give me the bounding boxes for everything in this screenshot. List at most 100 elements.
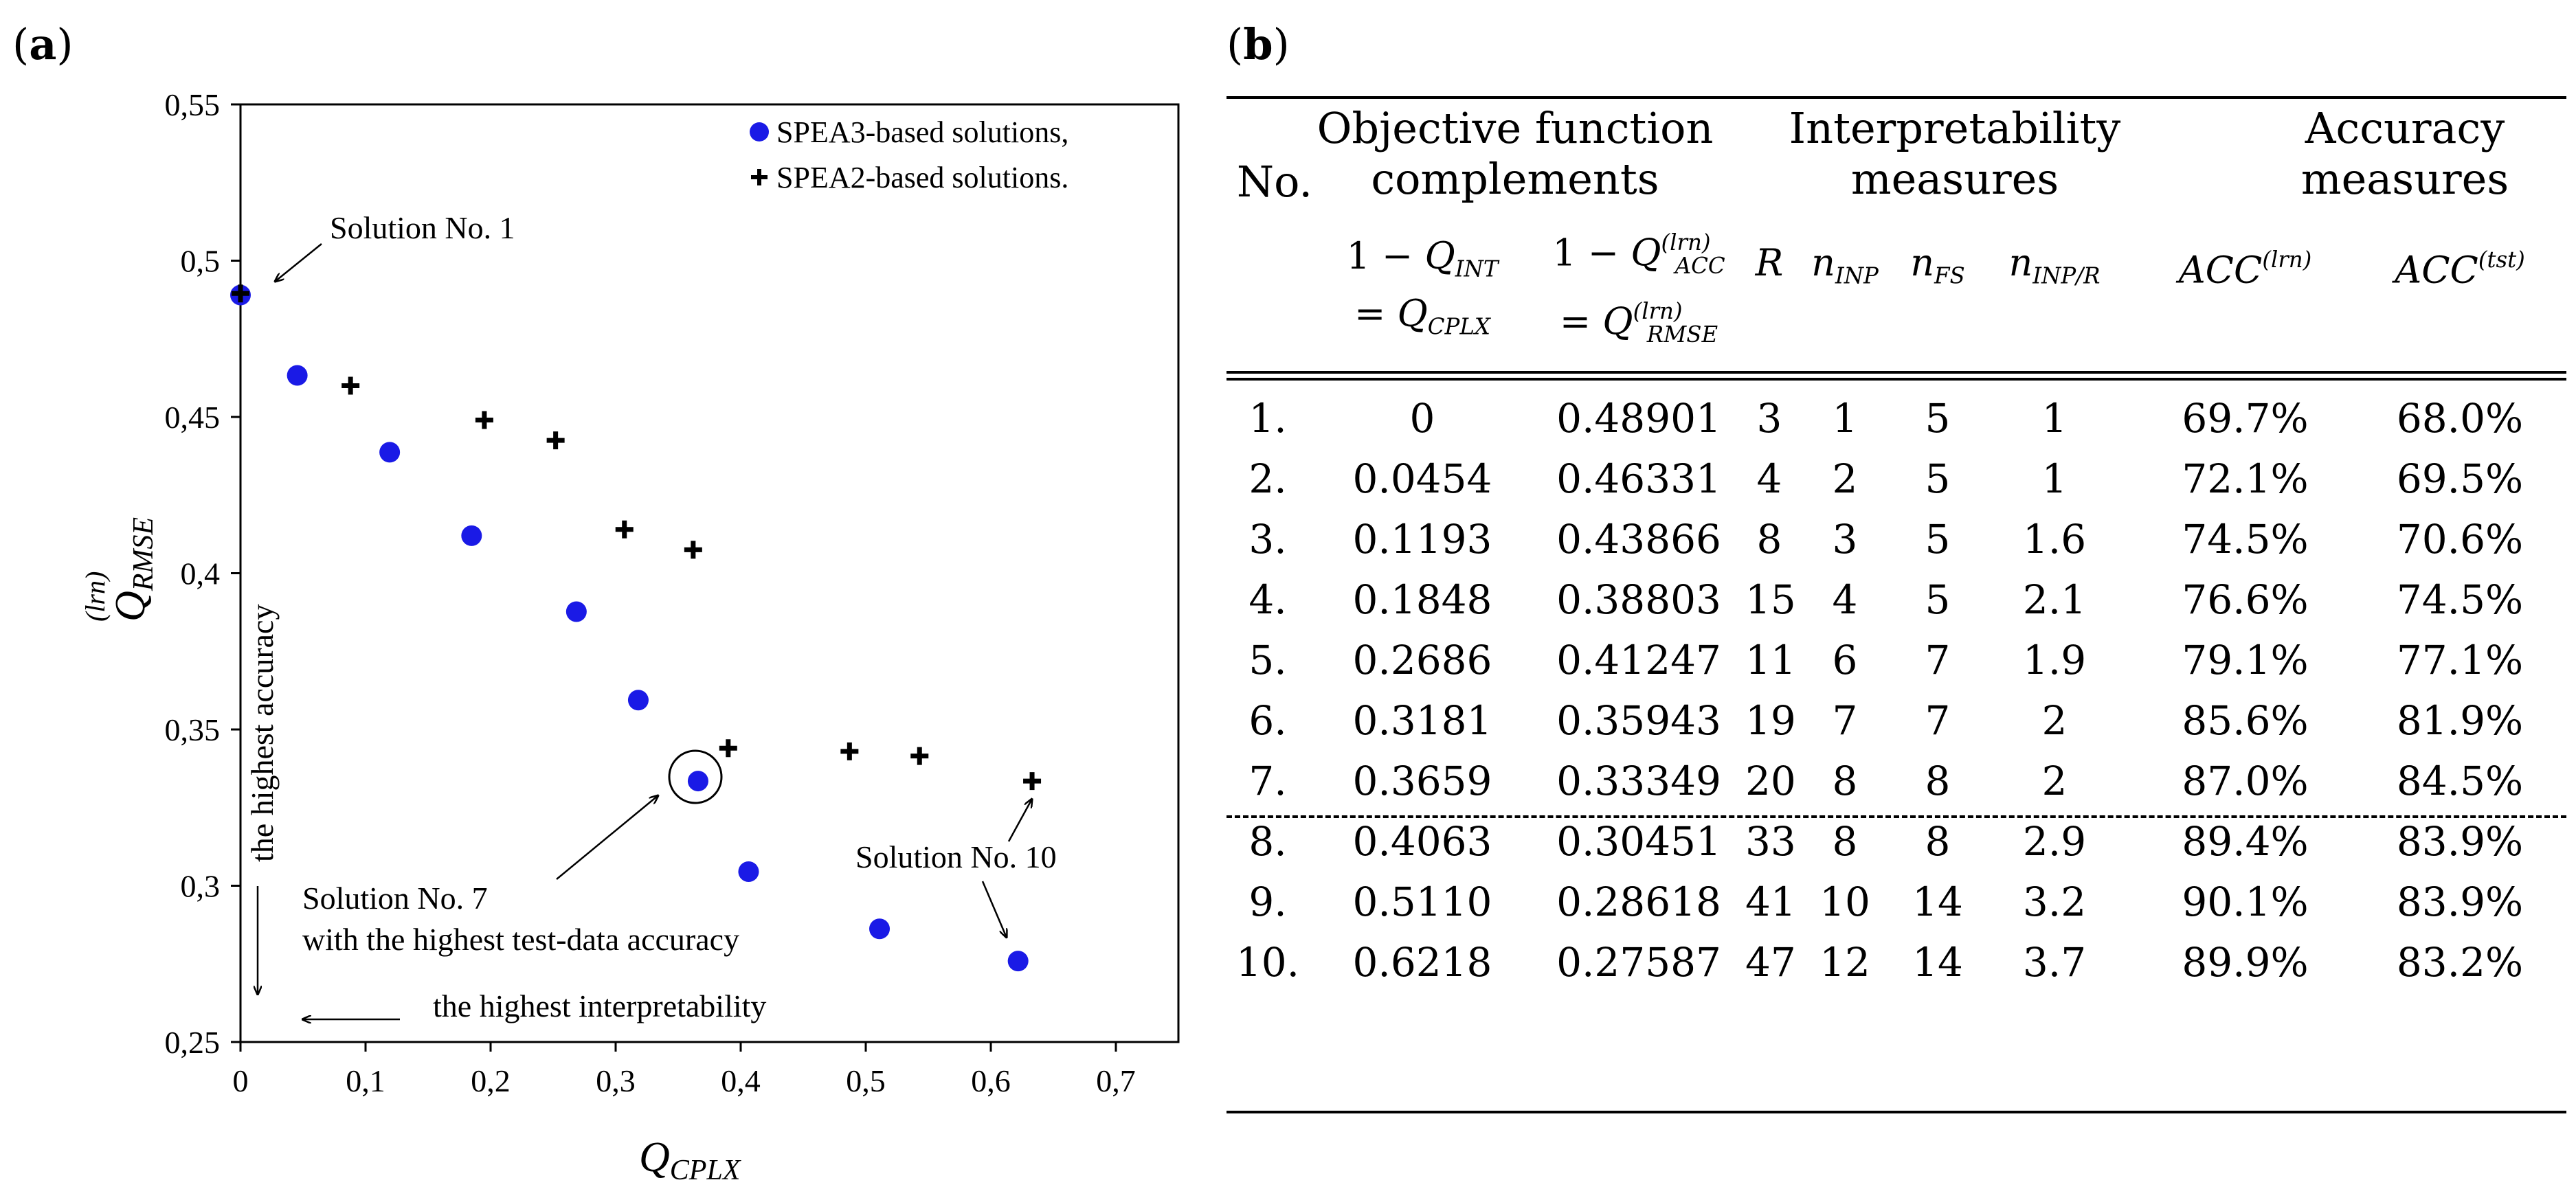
table-cell-acc-lrn: 72.1%	[2182, 455, 2309, 502]
table-cell-r: 41	[1745, 879, 1796, 925]
table-cell-qcplx: 0.3659	[1352, 758, 1492, 804]
table-cell-acc-lrn: 87.0%	[2182, 758, 2309, 804]
panel-b-label: (b)	[1227, 19, 1290, 69]
table-cell-ninp: 7	[1832, 697, 1858, 744]
panel-a-label: (a)	[12, 19, 74, 69]
table-cell-ninpr: 2.1	[2022, 576, 2087, 623]
table-cell-acc-lrn: 89.4%	[2182, 818, 2309, 865]
spea3-point	[379, 442, 401, 463]
table-cell-r: 20	[1745, 758, 1796, 804]
table-cell-ninpr: 3.2	[2022, 879, 2087, 925]
spea3-point	[869, 918, 891, 940]
table-cell-r: 11	[1745, 637, 1796, 683]
table-cell-qrmse: 0.28618	[1556, 879, 1721, 925]
y-tick-label: 0,5	[181, 244, 221, 279]
table-cell-acc-tst: 83.9%	[2396, 879, 2524, 925]
annotation-solution-10: Solution No. 10	[855, 839, 1057, 874]
svg-text:QRMSE: QRMSE	[107, 517, 159, 622]
x-tick-label: 0,6	[971, 1063, 1011, 1098]
x-tick-label: 0,1	[346, 1063, 385, 1098]
table-cell-ninpr: 3.7	[2022, 939, 2087, 986]
table-cell-qcplx: 0.5110	[1352, 879, 1492, 925]
table-cell-qrmse: 0.43866	[1556, 516, 1721, 563]
table-cell-qcplx: 0.2686	[1352, 637, 1492, 683]
table-cell-acc-lrn: 89.9%	[2182, 939, 2309, 986]
spea3-point	[287, 365, 308, 386]
table-cell-acc-tst: 83.2%	[2396, 939, 2524, 986]
subheader-acc-lrn: ACC(lrn)	[2178, 247, 2312, 292]
table-dashed-separator	[1227, 815, 2566, 818]
table-cell-r: 33	[1745, 818, 1796, 865]
table-cell-no: 4.	[1248, 576, 1287, 623]
highlight-circle-solution-7	[668, 749, 723, 804]
spea2-point	[910, 747, 929, 765]
subheader-r: R	[1755, 241, 1784, 284]
header-objective-line1: Objective function	[1317, 103, 1714, 153]
table-cell-qrmse: 0.41247	[1556, 637, 1721, 683]
table-cell-ninpr: 1	[2041, 395, 2068, 442]
table-cell-ninpr: 2.9	[2022, 818, 2087, 865]
table-cell-acc-lrn: 69.7%	[2182, 395, 2309, 442]
subheader-nfs: nFS	[1910, 241, 1965, 289]
table-cell-nfs: 5	[1925, 576, 1951, 623]
table-cell-ninp: 3	[1832, 516, 1858, 563]
subheader-qcplx: 1 − QINT = QCPLX	[1346, 234, 1499, 340]
subheader-ninp: nINP	[1811, 241, 1879, 289]
table-cell-qcplx: 0.1848	[1352, 576, 1492, 623]
table-cell-no: 1.	[1248, 395, 1287, 442]
table-cell-acc-lrn: 79.1%	[2182, 637, 2309, 683]
table-cell-no: 10.	[1235, 939, 1300, 986]
results-table: No. Objective function complements Inter…	[1227, 96, 2566, 1113]
header-no: No.	[1236, 157, 1313, 207]
x-tick-label: 0,2	[471, 1063, 511, 1098]
spea2-point	[232, 284, 249, 303]
table-cell-qrmse: 0.48901	[1556, 395, 1721, 442]
spea2-point	[615, 520, 634, 539]
spea2-point	[341, 376, 360, 395]
table-cell-acc-lrn: 74.5%	[2182, 516, 2309, 563]
spea3-point	[461, 525, 482, 546]
table-cell-r: 4	[1756, 455, 1782, 502]
table-cell-qrmse: 0.46331	[1556, 455, 1721, 502]
annotation-highest-accuracy: the highest accuracy	[245, 604, 280, 862]
x-tick-label: 0,3	[596, 1063, 636, 1098]
table-cell-ninpr: 1	[2041, 455, 2068, 502]
spea2-point	[546, 431, 565, 450]
table-cell-r: 3	[1756, 395, 1782, 442]
table-cell-nfs: 7	[1925, 637, 1951, 683]
table-cell-qcplx: 0.6218	[1352, 939, 1492, 986]
table-cell-ninpr: 2	[2041, 758, 2068, 804]
annotation-solution-7: Solution No. 7	[302, 881, 488, 916]
table-cell-acc-lrn: 76.6%	[2182, 576, 2309, 623]
table-bottom-rule	[1227, 1111, 2566, 1113]
header-interp-line1: Interpretability	[1789, 103, 2121, 153]
table-cell-no: 8.	[1248, 818, 1287, 865]
spea2-point	[684, 541, 702, 559]
table-cell-acc-tst: 77.1%	[2396, 637, 2524, 683]
table-cell-r: 8	[1756, 516, 1782, 563]
table-cell-ninpr: 1.6	[2022, 516, 2087, 563]
y-tick-label: 0,55	[165, 87, 221, 122]
annotation-solution-7-detail: with the highest test-data accuracy	[302, 922, 739, 957]
header-acc-line1: Accuracy	[2305, 103, 2505, 153]
table-top-rule	[1227, 96, 2566, 99]
table-cell-ninp: 10	[1819, 879, 1870, 925]
subheader-qrmse: 1 − Q(lrn)ACC = Q(lrn)RMSE	[1552, 229, 1725, 348]
table-cell-no: 7.	[1248, 758, 1287, 804]
legend: SPEA3-based solutions, SPEA2-based solut…	[750, 115, 1068, 194]
table-cell-acc-tst: 81.9%	[2396, 697, 2524, 744]
legend-marker-spea3	[750, 122, 769, 141]
annotation-solution-1: Solution No. 1	[330, 210, 515, 245]
table-cell-r: 19	[1745, 697, 1796, 744]
subheader-ninpr: nINP/R	[2008, 241, 2101, 289]
table-cell-no: 5.	[1248, 637, 1287, 683]
table-cell-no: 3.	[1248, 516, 1287, 563]
table-cell-qrmse: 0.38803	[1556, 576, 1721, 623]
table-cell-ninp: 1	[1832, 395, 1858, 442]
table-cell-nfs: 8	[1925, 818, 1951, 865]
spea3-point	[1007, 951, 1029, 972]
table-cell-ninp: 2	[1832, 455, 1858, 502]
table-cell-qrmse: 0.33349	[1556, 758, 1721, 804]
table-cell-no: 9.	[1248, 879, 1287, 925]
table-cell-no: 6.	[1248, 697, 1287, 744]
